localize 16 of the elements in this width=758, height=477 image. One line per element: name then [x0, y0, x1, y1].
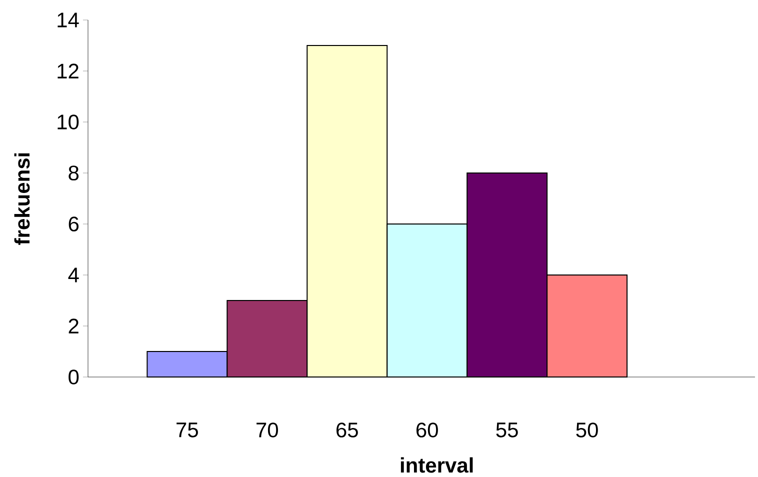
y-tick-label: 6 — [68, 216, 79, 232]
x-tick-label: 55 — [496, 422, 518, 438]
y-tick-label: 12 — [58, 64, 78, 78]
x-tick-label: 60 — [416, 422, 438, 438]
y-tick-label: 2 — [68, 318, 78, 334]
y-tick-label: 4 — [68, 268, 79, 282]
y-tick-label: 10 — [58, 114, 79, 130]
x-tick-label: 70 — [256, 422, 278, 438]
y-axis-title: frekuensi — [14, 153, 30, 245]
x-tick-label: 75 — [176, 422, 198, 438]
y-tick-label: 0 — [68, 370, 79, 384]
y-tick-label: 8 — [68, 166, 79, 180]
x-tick-label: 50 — [576, 422, 598, 438]
x-tick-label: 65 — [336, 422, 358, 438]
y-tick-label: 14 — [58, 12, 79, 28]
x-axis-title: interval — [400, 457, 473, 473]
